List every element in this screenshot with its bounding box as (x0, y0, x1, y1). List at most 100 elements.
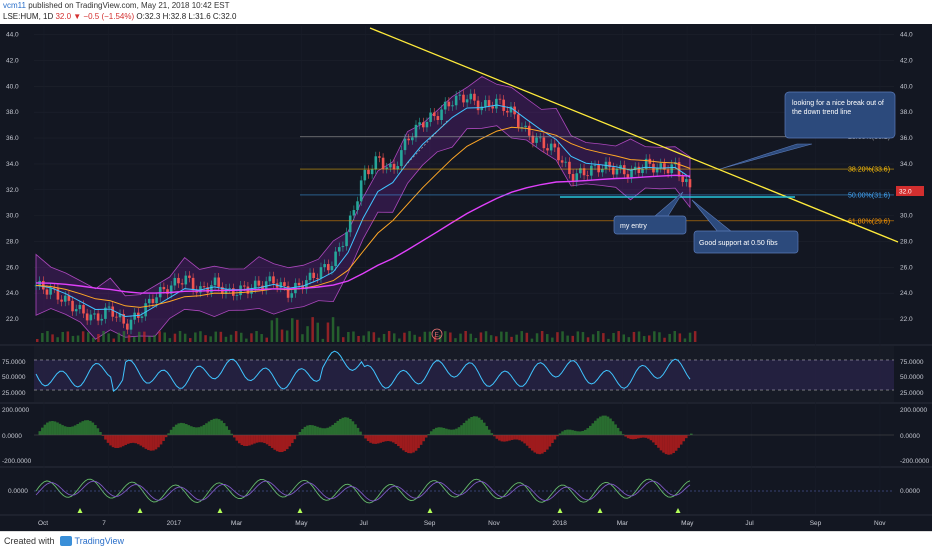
candle-body (462, 95, 465, 103)
candle-body (269, 276, 272, 281)
candle-body (641, 169, 644, 173)
macd-histogram-bar (581, 431, 584, 435)
candle-body (382, 158, 385, 169)
candle-body (488, 100, 491, 106)
macd-histogram-bar (619, 431, 622, 435)
macd-histogram-bar (405, 435, 408, 452)
macd-histogram-bar (79, 422, 82, 435)
macd-histogram-bar (225, 426, 228, 435)
time-tick-label: Mar (617, 520, 629, 527)
macd-histogram-bar (488, 430, 491, 435)
macd-histogram-bar (569, 430, 572, 435)
macd-histogram-bar (551, 435, 554, 443)
candle-body (385, 167, 388, 168)
candle-body (243, 285, 246, 286)
volume-bar (368, 331, 371, 342)
candle-body (323, 264, 326, 267)
macd-histogram-bar (526, 435, 529, 446)
macd-histogram-bar (177, 423, 180, 435)
macd-histogram-bar (463, 423, 466, 435)
candle-body (141, 316, 144, 318)
macd-histogram-bar (511, 435, 514, 440)
candle-body (451, 105, 454, 106)
macd-histogram-bar (352, 421, 355, 435)
symbol-label: LSE:HUM, 1D (3, 12, 53, 21)
candle-body (433, 113, 436, 117)
macd-histogram-bar (475, 416, 478, 435)
volume-bar (51, 334, 54, 342)
time-tick-label: Sep (810, 520, 822, 527)
macd-histogram-bar (453, 429, 456, 435)
volume-bar (82, 331, 85, 342)
volume-bar (454, 338, 457, 342)
volume-bar (286, 330, 289, 342)
volume-bar (266, 338, 269, 342)
volume-bar (322, 339, 325, 342)
candle-body (203, 286, 206, 287)
candle-body (659, 163, 662, 168)
rsi-tick-label: 25.0000 (2, 390, 26, 397)
macd-histogram-bar (99, 432, 102, 435)
candle-body (440, 110, 443, 120)
macd-histogram-bar (145, 435, 148, 449)
volume-bar (215, 332, 218, 342)
volume-bar (505, 332, 508, 342)
macd-histogram-bar (609, 419, 612, 435)
macd-histogram-bar (281, 435, 284, 452)
candle-body (469, 94, 472, 100)
macd-histogram-bar (506, 435, 509, 441)
macd-histogram-bar (266, 435, 269, 444)
time-tick-label: May (295, 520, 308, 527)
candle-body (459, 95, 462, 96)
macd-histogram-bar (657, 435, 660, 448)
macd-histogram-bar (662, 435, 665, 453)
time-tick-label: 7 (102, 520, 106, 527)
volume-bar (413, 335, 416, 342)
volume-bar (607, 339, 610, 342)
macd-histogram-bar (46, 423, 49, 435)
macd-histogram-bar (233, 435, 236, 437)
candle-body (477, 101, 480, 111)
volume-bar (403, 333, 406, 342)
macd-histogram-bar (533, 435, 536, 453)
volume-bar (464, 331, 467, 342)
macd-histogram-bar (278, 435, 281, 452)
volume-bar (189, 338, 192, 342)
price-tick-label: 34.0 (900, 161, 913, 168)
macd-histogram-bar (460, 425, 463, 435)
macd-histogram-bar (617, 428, 620, 435)
candle-body (338, 247, 341, 251)
macd-histogram-bar (468, 419, 471, 435)
price-tick-label: 22.0 (6, 316, 19, 323)
macd-histogram-bar (84, 420, 87, 435)
price-tick-label: 30.0 (900, 213, 913, 220)
candle-body (345, 232, 348, 246)
candle-body (564, 162, 567, 163)
time-tick-label: Nov (874, 520, 886, 527)
time-tick-label: May (681, 520, 694, 527)
candle-body (546, 148, 549, 150)
macd-histogram-bar (162, 435, 165, 441)
high-value: H:32.8 (163, 12, 187, 21)
tradingview-brand-link[interactable]: TradingView (75, 536, 125, 546)
volume-bar (281, 330, 284, 342)
macd-histogram-bar (566, 430, 569, 435)
volume-bar (623, 334, 626, 342)
fib-level-label: 38.20%(33.6) (848, 167, 890, 174)
chart-canvas[interactable]: 44.042.040.038.036.034.032.030.028.026.0… (0, 24, 932, 531)
macd-histogram-bar (672, 435, 675, 453)
macd-histogram-bar (531, 435, 534, 451)
macd-histogram-bar (311, 425, 314, 435)
price-tick-label: 28.0 (6, 238, 19, 245)
candle-body (689, 179, 692, 187)
author-link[interactable]: vcm11 (3, 1, 26, 10)
volume-bar (235, 331, 238, 342)
macd-histogram-bar (71, 426, 74, 435)
candle-body (360, 180, 363, 201)
volume-bar (250, 333, 253, 342)
candle-body (418, 122, 421, 125)
macd-histogram-bar (521, 435, 524, 442)
candle-body (484, 100, 487, 106)
macd-histogram-bar (344, 417, 347, 435)
